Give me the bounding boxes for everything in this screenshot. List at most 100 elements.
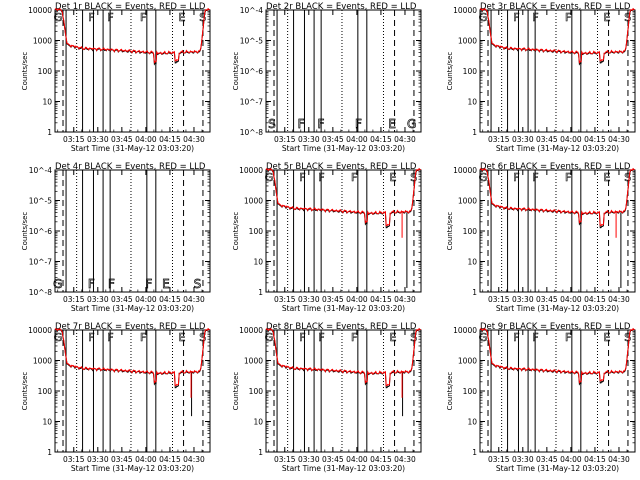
flag-letter: E xyxy=(603,171,610,184)
y-tick-label: 10000 xyxy=(453,166,477,175)
flag-letter: G xyxy=(53,277,62,291)
y-tick-label: 1 xyxy=(472,128,477,137)
x-tick-label: 03:15 xyxy=(274,135,296,144)
x-tick-label: 03:30 xyxy=(512,455,534,464)
detector-panel-5: Det 5r BLACK = Events, RED = LLD 1 10 100 10… xyxy=(232,162,422,313)
x-tick-label: 03:30 xyxy=(298,135,320,144)
x-tick-label: 04:15 xyxy=(370,455,392,464)
y-tick-label: 1 xyxy=(47,448,52,457)
y-tick-label: 10 xyxy=(253,258,263,267)
flag-letter: F xyxy=(532,171,538,184)
x-tick-label: 04:00 xyxy=(560,135,582,144)
x-tick-label: 04:30 xyxy=(394,295,416,304)
events-series-line xyxy=(54,8,210,66)
y-tick-label: 1 xyxy=(258,288,263,297)
x-tick-label: 03:30 xyxy=(87,295,109,304)
events-series-line xyxy=(479,8,635,66)
x-axis-label: Start Time (31-May-12 03:03:20) xyxy=(71,144,194,153)
flag-letter: F xyxy=(351,331,357,344)
x-tick-label: 04:00 xyxy=(346,455,368,464)
flag-letter: F xyxy=(318,171,324,184)
x-tick-label: 03:15 xyxy=(274,295,296,304)
plot-frame xyxy=(479,169,636,293)
x-tick-label: 03:15 xyxy=(488,135,510,144)
y-tick-label: 10 xyxy=(467,418,477,427)
y-tick-label: 1000 xyxy=(244,197,263,206)
flag-letter: S xyxy=(624,171,631,184)
flag-letter: G xyxy=(265,171,274,184)
y-tick-label: 10^-4 xyxy=(29,166,53,175)
y-tick-label: 1000 xyxy=(244,357,263,366)
y-axis-label: Counts/sec xyxy=(232,212,240,251)
x-axis-label: Start Time (31-May-12 03:03:20) xyxy=(496,464,619,473)
y-tick-label: 10 xyxy=(42,98,52,107)
y-axis-label: Counts/sec xyxy=(21,372,29,411)
x-tick-label: 04:15 xyxy=(370,295,392,304)
panel-title: Det 8r BLACK = Events, RED = LLD xyxy=(266,322,417,332)
flag-letter: S xyxy=(410,171,417,184)
events-series-line xyxy=(479,168,635,229)
flag-letter: S xyxy=(624,331,631,344)
x-tick-label: 03:15 xyxy=(488,295,510,304)
flag-letter: F xyxy=(355,117,362,131)
flag-letter: F xyxy=(565,331,571,344)
x-tick-label: 04:15 xyxy=(159,135,181,144)
flag-letter: S xyxy=(199,11,206,24)
flag-letter: E xyxy=(388,117,396,131)
flag-letter: G xyxy=(54,331,63,344)
flag-letter: F xyxy=(565,171,571,184)
detector-panel-9: Det 9r BLACK = Events, RED = LLD 1 10 100 10… xyxy=(446,322,636,473)
x-tick-label: 03:30 xyxy=(512,295,534,304)
flag-letter: F xyxy=(513,11,519,24)
x-tick-label: 04:30 xyxy=(183,135,205,144)
x-axis-label: Start Time (31-May-12 03:03:20) xyxy=(282,144,405,153)
plot-frame xyxy=(54,9,211,133)
flag-letter: S xyxy=(194,277,202,291)
y-tick-label: 10000 xyxy=(239,166,263,175)
flag-letter: F xyxy=(532,331,538,344)
y-tick-label: 10000 xyxy=(28,6,52,15)
y-tick-label: 100 xyxy=(38,387,53,396)
x-tick-label: 04:15 xyxy=(159,455,181,464)
flag-letter: F xyxy=(318,331,324,344)
x-tick-label: 04:00 xyxy=(346,295,368,304)
y-tick-label: 1 xyxy=(472,448,477,457)
flag-letter: G xyxy=(265,331,274,344)
x-tick-label: 04:30 xyxy=(608,455,630,464)
x-tick-label: 04:15 xyxy=(159,295,181,304)
panel-title: Det 2r BLACK = Events, RED = LLD xyxy=(266,2,417,12)
x-tick-label: 03:45 xyxy=(536,455,558,464)
detector-panel-7: Det 7r BLACK = Events, RED = LLD 1 10 100 10… xyxy=(21,322,211,473)
x-tick-label: 04:00 xyxy=(560,295,582,304)
y-tick-label: 10^-8 xyxy=(29,288,53,297)
y-tick-label: 1000 xyxy=(458,37,477,46)
x-tick-label: 04:30 xyxy=(394,135,416,144)
flag-letter: F xyxy=(532,11,538,24)
x-tick-label: 04:30 xyxy=(183,295,205,304)
y-tick-label: 1 xyxy=(47,128,52,137)
plot-frame xyxy=(54,169,211,293)
flag-letter: F xyxy=(513,171,519,184)
x-axis-label: Start Time (31-May-12 03:03:20) xyxy=(496,304,619,313)
panel-title: Det 7r BLACK = Events, RED = LLD xyxy=(55,322,206,332)
flag-letter: E xyxy=(178,331,185,344)
flag-letter: E xyxy=(162,277,170,291)
x-tick-label: 04:15 xyxy=(584,455,606,464)
y-tick-label: 100 xyxy=(463,387,478,396)
x-tick-label: 03:30 xyxy=(87,135,109,144)
panel-title: Det 3r BLACK = Events, RED = LLD xyxy=(480,2,631,12)
y-tick-label: 100 xyxy=(463,67,478,76)
x-tick-label: 04:00 xyxy=(135,455,157,464)
x-tick-label: 03:45 xyxy=(111,135,133,144)
x-tick-label: 04:00 xyxy=(135,135,157,144)
x-tick-label: 04:15 xyxy=(584,135,606,144)
detector-panel-1: Det 1r BLACK = Events, RED = LLD 1 10 100 10… xyxy=(21,2,211,153)
x-axis-label: Start Time (31-May-12 03:03:20) xyxy=(71,464,194,473)
x-tick-label: 04:30 xyxy=(183,455,205,464)
flag-letter: F xyxy=(145,277,152,291)
y-tick-label: 100 xyxy=(38,67,53,76)
detector-panel-8: Det 8r BLACK = Events, RED = LLD 1 10 100 10… xyxy=(232,322,422,473)
x-axis-label: Start Time (31-May-12 03:03:20) xyxy=(71,304,194,313)
flag-letter: F xyxy=(140,331,146,344)
x-tick-label: 03:30 xyxy=(512,135,534,144)
